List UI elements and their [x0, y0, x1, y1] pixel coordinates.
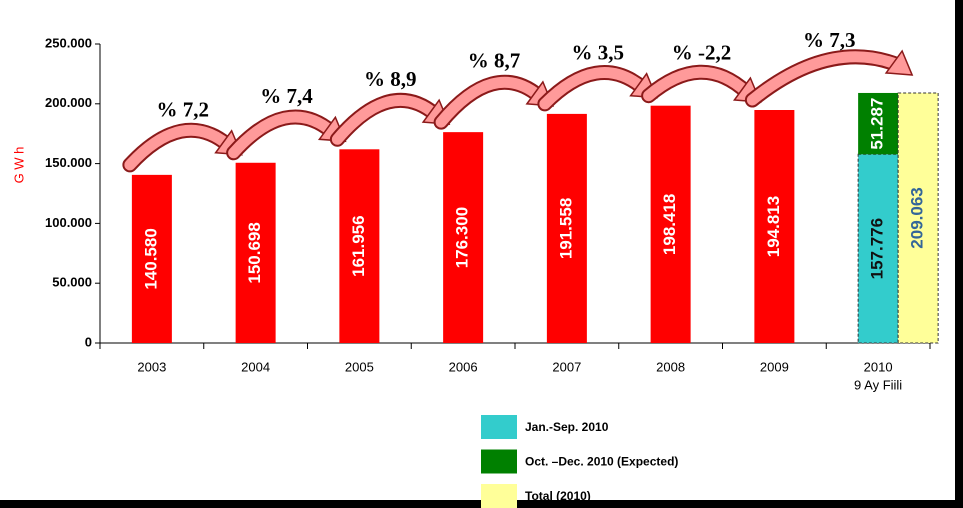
- x-tick-label: 2007: [552, 359, 581, 374]
- growth-label: % 3,5: [572, 41, 625, 65]
- value-label: 157.776: [868, 218, 887, 279]
- x-tick-label: 2005: [345, 359, 374, 374]
- growth-label: % 8,7: [468, 49, 521, 73]
- x-tick-label: 2003: [137, 359, 166, 374]
- legend-label: Jan.-Sep. 2010: [525, 420, 609, 434]
- y-tick-label: 250.000: [45, 35, 92, 50]
- x-tick-label: 2010: [864, 359, 893, 374]
- growth-label: % 7,4: [260, 84, 313, 108]
- y-tick-label: 0: [85, 334, 92, 349]
- growth-label: % -2,2: [672, 41, 732, 65]
- growth-label: % 7,2: [157, 98, 210, 122]
- value-label: 209.063: [908, 187, 927, 248]
- growth-arrow: [124, 124, 234, 171]
- value-label: 161.956: [349, 215, 368, 276]
- x-tick-sublabel: 9 Ay Fiili: [854, 377, 902, 392]
- growth-arrow: [746, 51, 904, 106]
- bar: [650, 105, 691, 343]
- growth-arrow: [435, 76, 545, 128]
- x-tick-label: 2008: [656, 359, 685, 374]
- x-tick-label: 2006: [449, 359, 478, 374]
- legend-label: Total (2010): [525, 489, 591, 503]
- growth-arrow: [643, 66, 752, 102]
- x-tick-label: 2004: [241, 359, 270, 374]
- value-label: 176.300: [453, 207, 472, 268]
- y-tick-label: 150.000: [45, 155, 92, 170]
- legend-label: Oct. –Dec. 2010 (Expected): [525, 455, 678, 469]
- value-label: 150.698: [245, 222, 264, 283]
- bar: [131, 174, 172, 343]
- bar: [235, 162, 276, 343]
- bar: [443, 132, 484, 343]
- y-tick-label: 200.000: [45, 95, 92, 110]
- growth-label: % 8,9: [364, 67, 417, 91]
- value-label: 194.813: [764, 196, 783, 257]
- legend-swatch: [481, 449, 517, 474]
- x-tick-label: 2009: [760, 359, 789, 374]
- value-label: 198.418: [660, 194, 679, 255]
- bar: [897, 92, 939, 344]
- bar: [754, 110, 795, 343]
- bar: [858, 92, 899, 155]
- legend-swatch: [481, 415, 517, 439]
- value-label: 191.558: [556, 198, 575, 259]
- y-tick-label: 100.000: [45, 215, 92, 230]
- bar: [546, 113, 587, 343]
- growth-label: % 7,3: [803, 28, 856, 52]
- y-axis-label: G W h: [11, 147, 26, 184]
- value-label: 140.580: [141, 228, 160, 289]
- growth-arrow: [539, 67, 649, 110]
- legend-swatch: [481, 484, 517, 508]
- growth-arrow: [331, 94, 441, 145]
- y-tick-label: 50.000: [52, 275, 92, 290]
- value-label: 51.287: [868, 98, 887, 150]
- growth-arrow: [228, 111, 337, 159]
- growth-arrowhead: [884, 49, 914, 76]
- bar: [339, 149, 380, 343]
- frame-right: [955, 0, 963, 508]
